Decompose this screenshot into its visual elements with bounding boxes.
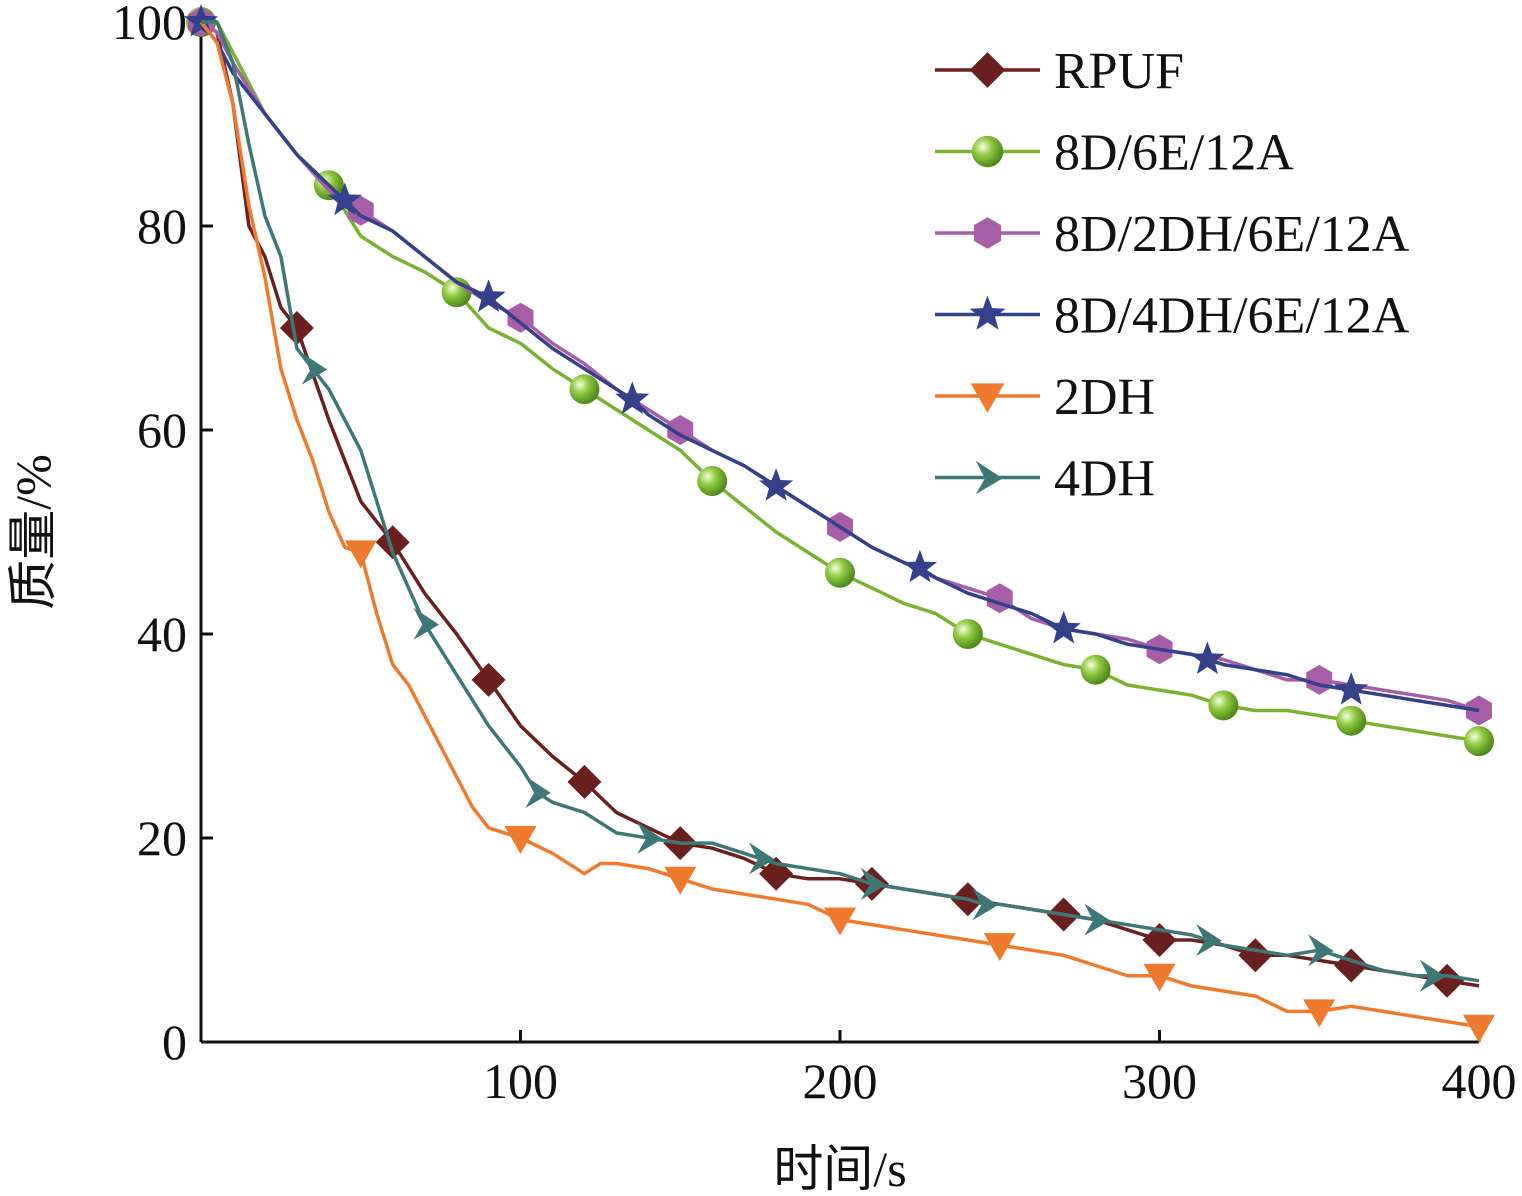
star-marker [759,468,794,501]
y-tick-label: 0 [162,1014,187,1070]
sphere-marker [569,374,600,405]
triangle-marker [970,383,1005,413]
x-tick-label: 200 [803,1053,878,1109]
sphere-marker [1464,726,1494,757]
notch-marker [1196,924,1222,956]
sphere-marker [1080,654,1111,685]
notch-marker [975,460,1003,495]
notch-marker [1084,903,1110,936]
notch-marker [972,888,999,921]
series [183,4,1495,1043]
diamond-marker [375,525,410,560]
sphere-marker [1208,690,1239,721]
x-tick-label: 100 [483,1053,558,1109]
star-marker [902,549,937,583]
star-marker [1190,641,1225,675]
sphere-marker [971,135,1004,168]
series-8d-4dh-6e-12a [183,4,1480,713]
x-tick-label: 400 [1442,1053,1517,1109]
sphere-marker [825,557,855,588]
legend-label: 2DH [1054,369,1155,426]
y-tick-label: 20 [137,810,187,866]
hexagon-marker [986,583,1013,614]
diamond-marker [567,764,602,799]
triangle-marker [504,826,537,854]
legend-item: 2DH [935,369,1155,426]
triangle-marker [983,933,1016,962]
triangle-marker [1463,1014,1495,1043]
legend-item: RPUF [935,43,1184,100]
star-marker [1046,610,1081,644]
sphere-marker [697,466,728,496]
triangle-marker [344,540,377,569]
series-line [199,20,1480,713]
star-marker [969,295,1006,330]
legend-label: 8D/2DH/6E/12A [1054,206,1410,263]
y-axis-title: 质量/% [5,454,61,610]
diamond-marker [969,52,1006,88]
legend-item: 8D/2DH/6E/12A [935,206,1410,263]
y-tick-label: 80 [137,198,187,254]
series-8d-2dh-6e-12a [188,7,1492,726]
legend-label: RPUF [1054,43,1184,100]
notch-marker [1419,959,1446,992]
star-marker [615,381,650,414]
series-line [199,20,1480,1029]
y-tick-label: 40 [137,606,187,662]
y-tick-label: 100 [112,0,187,50]
star-marker [1334,672,1369,705]
legend-item: 4DH [935,451,1155,508]
sphere-marker [952,619,983,649]
legend-label: 8D/6E/12A [1054,125,1294,182]
series-2dh [199,20,1495,1043]
star-marker [327,182,362,216]
triangle-marker [824,907,856,936]
legend-item: 8D/6E/12A [935,125,1294,182]
ticks: 100 200 300 400 0 20 40 60 80 100 [112,0,1517,1109]
x-tick-label: 300 [1122,1053,1197,1109]
notch-marker [637,822,663,854]
legend: RPUF 8D/6E/12A 8D/2DH/6E/12A 8D/4DH/6E/12A 2… [935,43,1410,508]
series-rpuf [200,20,1480,998]
triangle-marker [1143,963,1176,992]
notch-marker [525,776,551,809]
x-axis-title: 时间/s [773,1141,906,1196]
notch-marker [301,352,328,385]
legend-label: 8D/4DH/6E/12A [1054,288,1410,345]
sphere-marker [1336,705,1367,736]
series-8d-6e-12a [186,7,1494,757]
notch-marker [413,607,440,640]
diamond-marker [471,662,506,697]
triangle-marker [1303,999,1336,1028]
hexagon-marker [1306,664,1333,695]
y-tick-label: 60 [137,402,187,458]
triangle-marker [664,866,697,895]
notch-marker [1308,934,1334,967]
notch-marker [860,867,887,900]
diamond-marker [1238,938,1273,973]
legend-label: 4DH [1054,451,1155,508]
diamond-marker [279,311,314,345]
notch-marker [748,842,775,875]
series-4dh [201,20,1480,992]
star-marker [471,279,506,312]
legend-item: 8D/4DH/6E/12A [935,288,1410,345]
hexagon-marker [973,217,1002,249]
series-line [201,20,1480,983]
series-line [201,20,1480,743]
hexagon-marker [507,302,534,333]
